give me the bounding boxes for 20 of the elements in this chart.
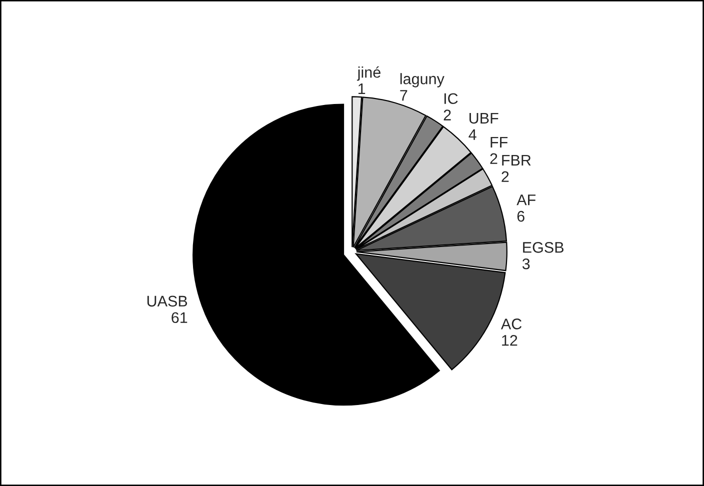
- data-label: 4: [468, 129, 476, 140]
- data-label: 12: [502, 334, 518, 346]
- data-label: 2: [490, 153, 498, 164]
- data-label: 1: [358, 84, 366, 94]
- slice-label: EGSB: [523, 242, 564, 253]
- slice-label: FF: [490, 136, 508, 148]
- slice-label: FBR: [502, 154, 531, 166]
- data-label: 2: [502, 171, 509, 182]
- data-label: 6: [517, 210, 524, 222]
- slice-label: UBF: [470, 112, 498, 124]
- slice-label: IC: [444, 93, 458, 104]
- slice-label: jiné: [356, 66, 380, 81]
- slice-label: AF: [516, 194, 536, 206]
- data-label: 7: [400, 90, 408, 101]
- slice-label: laguny: [400, 73, 444, 88]
- slice-label: AC: [500, 318, 522, 330]
- slice-label: UASB: [147, 296, 188, 307]
- data-label: 3: [522, 258, 530, 270]
- data-label: 2: [444, 110, 451, 120]
- data-label: 61: [172, 312, 188, 324]
